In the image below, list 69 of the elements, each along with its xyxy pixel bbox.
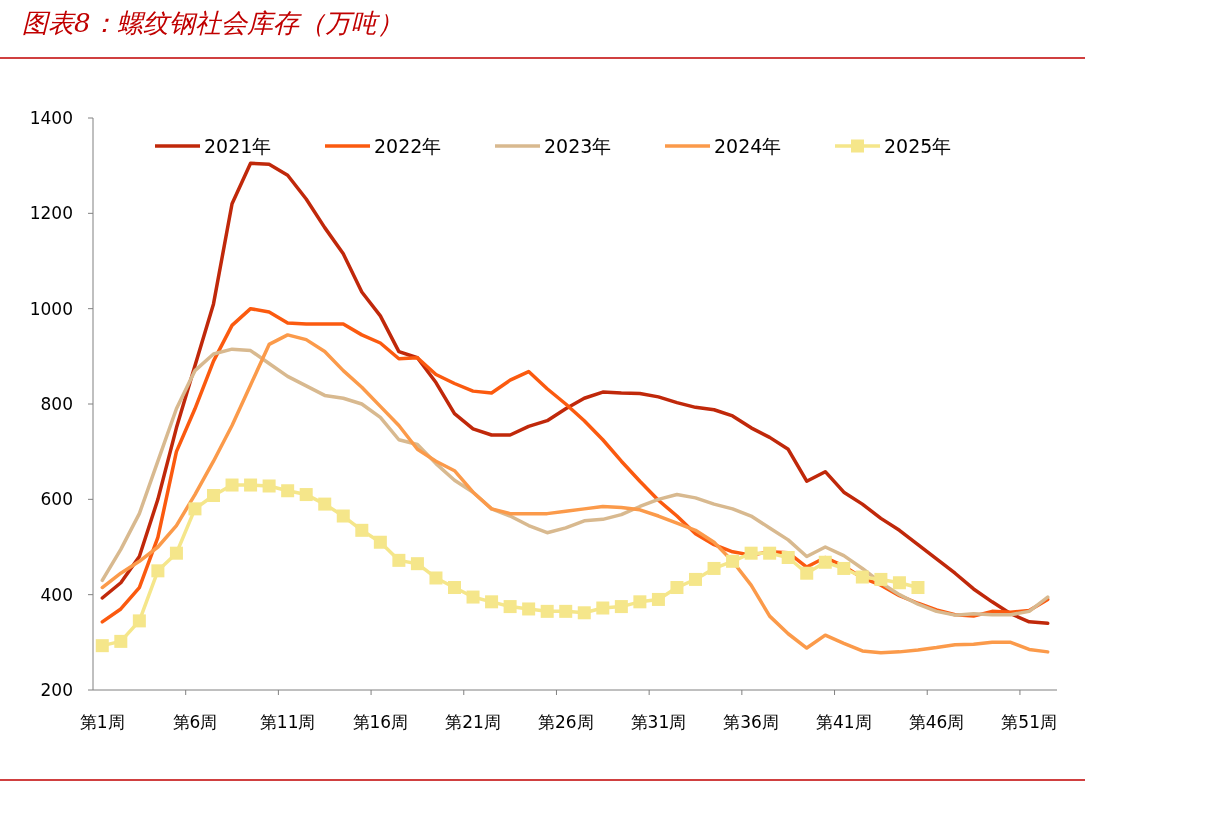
y-tick-label: 1400 xyxy=(29,108,73,128)
point xyxy=(244,478,258,492)
y-tick-label: 1200 xyxy=(29,203,73,224)
point xyxy=(114,634,128,648)
chart-title: 图表8：螺纹钢社会库存（万吨） xyxy=(22,8,403,38)
point xyxy=(299,488,313,502)
point xyxy=(911,581,925,595)
point xyxy=(95,639,109,653)
point xyxy=(503,600,517,614)
x-tick-label: 第16周 xyxy=(352,712,409,732)
x-tick-label: 第41周 xyxy=(815,712,872,732)
point xyxy=(188,502,202,516)
legend-label: 2021年 xyxy=(204,135,272,157)
y-tick-label: 400 xyxy=(40,584,73,605)
point xyxy=(448,581,461,595)
point xyxy=(485,595,499,609)
x-tick-label: 第31周 xyxy=(630,712,687,732)
point xyxy=(336,509,350,523)
point xyxy=(169,546,183,560)
point xyxy=(151,564,165,578)
point xyxy=(596,601,610,615)
point xyxy=(726,554,740,568)
point xyxy=(281,484,295,498)
point xyxy=(355,523,369,537)
point xyxy=(466,590,480,604)
point xyxy=(429,571,443,585)
point xyxy=(577,606,591,620)
x-tick-label: 第46周 xyxy=(908,712,965,732)
x-tick-label: 第6周 xyxy=(172,712,218,732)
point xyxy=(392,553,406,567)
x-tick-label: 第36周 xyxy=(723,712,779,732)
point xyxy=(132,614,146,628)
x-tick-label: 第26周 xyxy=(537,712,594,732)
y-tick-label: 200 xyxy=(40,680,73,700)
point xyxy=(410,557,424,571)
point xyxy=(614,600,628,614)
point xyxy=(670,581,684,595)
point xyxy=(633,595,647,609)
point xyxy=(818,555,832,569)
point xyxy=(855,570,869,584)
point xyxy=(781,550,795,564)
point xyxy=(225,478,239,492)
x-tick-label: 第51周 xyxy=(1001,712,1058,732)
point xyxy=(800,566,814,580)
point xyxy=(874,572,888,586)
x-tick-label: 第21周 xyxy=(445,712,501,732)
y-tick-label: 600 xyxy=(40,489,73,510)
point xyxy=(559,604,573,618)
point xyxy=(651,592,665,606)
legend-label: 2025年 xyxy=(884,135,952,157)
point xyxy=(763,546,777,560)
point xyxy=(540,604,554,618)
point xyxy=(744,546,758,560)
point xyxy=(522,602,536,616)
point xyxy=(262,479,276,493)
legend-label: 2023年 xyxy=(544,135,612,157)
point xyxy=(689,572,702,586)
legend-label: 2022年 xyxy=(374,135,442,157)
point xyxy=(207,489,220,503)
x-tick-label: 第1周 xyxy=(79,712,125,732)
point xyxy=(373,535,387,549)
point xyxy=(837,561,851,575)
x-tick-label: 第11周 xyxy=(259,712,316,732)
legend-label: 2024年 xyxy=(714,135,782,157)
point xyxy=(318,497,332,511)
point xyxy=(707,561,721,575)
point xyxy=(892,576,906,590)
y-tick-label: 800 xyxy=(40,394,73,414)
y-tick-label: 1000 xyxy=(29,298,73,319)
